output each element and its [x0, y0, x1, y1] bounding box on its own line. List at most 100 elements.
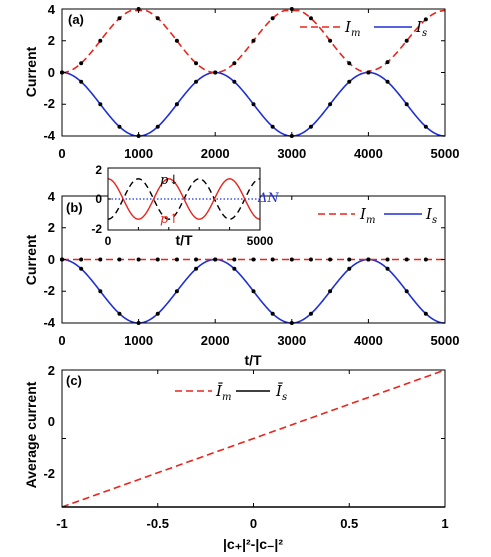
data-point-is [213, 70, 218, 75]
data-point-is [328, 289, 333, 294]
data-point-is [98, 289, 103, 294]
inset-ytick-label: -2 [91, 222, 102, 236]
data-point-im [232, 257, 237, 262]
panel-a-ytick-label: 2 [48, 33, 55, 48]
inset-line-p-up [107, 178, 261, 220]
panel-b-legend: Im Is [318, 205, 437, 226]
panel-b-ytick-label: 4 [48, 189, 56, 204]
data-point-is [385, 79, 390, 84]
panel-b-label: (b) [66, 200, 83, 215]
panel-b: 0 1000 2000 3000 4000 5000 -4 -2 0 2 4 C… [23, 163, 459, 368]
inset-xtick-label: 5000 [247, 234, 274, 248]
data-point-im [98, 257, 103, 262]
data-point-is [270, 311, 275, 316]
panel-c-xlabel: |c₊|²-|c₋|² [223, 536, 283, 552]
inset-ytick-label: 0 [95, 192, 102, 206]
data-point-is [308, 124, 313, 129]
panel-b-xtick-label: 2000 [201, 333, 230, 348]
panel-c-xtick-label: 0 [250, 516, 257, 531]
legend-label-im: Im [344, 18, 360, 39]
data-point-is [328, 102, 333, 107]
data-point-is [213, 257, 218, 262]
panel-a-series-layer [60, 7, 446, 138]
data-point-im [308, 16, 313, 21]
legend-label-is: Is [425, 205, 437, 226]
data-point-im [174, 38, 179, 43]
data-point-im [423, 17, 428, 22]
panel-a: 0 1000 2000 3000 4000 5000 -4 -2 0 2 4 C… [23, 2, 459, 161]
data-point-is [79, 266, 84, 271]
data-point-is [423, 124, 428, 129]
data-point-is [270, 124, 275, 129]
data-point-im [79, 257, 84, 262]
panel-c-xtick-label: -0.5 [147, 516, 169, 531]
panel-a-xtick-label: 3000 [277, 146, 306, 161]
data-point-im [404, 38, 409, 43]
inset-annotation-delta-n: ΔN [257, 191, 279, 206]
data-point-is [423, 311, 428, 316]
data-point-is [308, 311, 313, 316]
data-point-is [194, 79, 199, 84]
panel-c-label: (c) [66, 373, 82, 388]
panel-b-ylabel: Current [23, 234, 39, 285]
legend-label-im: Im [359, 205, 375, 226]
data-point-im [270, 257, 275, 262]
series-line-im-avg [61, 369, 446, 508]
data-point-im [328, 38, 333, 43]
data-point-is [347, 79, 352, 84]
inset-annotation-p-down: p↓ [160, 173, 179, 188]
panel-b-ytick-label: 0 [48, 252, 55, 267]
data-point-im [270, 16, 275, 21]
data-point-im [79, 61, 84, 66]
panel-c-ytick-label: 2 [48, 363, 55, 378]
panel-c-ytick-label: -2 [43, 466, 55, 481]
data-point-im [155, 257, 160, 262]
data-point-is [155, 311, 160, 316]
data-point-is [194, 266, 199, 271]
panel-a-ticks-layer [61, 8, 446, 137]
panel-b-xtick-label: 5000 [431, 333, 460, 348]
legend-label-is-avg: Īs [275, 382, 287, 403]
panel-c-ylabel: Average current [23, 381, 39, 488]
data-point-im [385, 60, 390, 65]
panel-c-xtick-label: -1 [56, 516, 68, 531]
data-point-im [155, 16, 160, 21]
legend-label-im-avg: Īm [215, 382, 231, 403]
panel-b-xtick-label: 3000 [277, 333, 306, 348]
data-point-im [117, 16, 122, 21]
panel-a-ytick-label: 4 [48, 2, 56, 17]
panel-c-xtick-label: 1 [441, 516, 448, 531]
data-point-im [98, 38, 103, 43]
data-point-im [347, 257, 352, 262]
inset-ytick-label: 2 [95, 163, 102, 177]
data-point-im [251, 257, 256, 262]
data-point-im [308, 257, 313, 262]
panel-a-ytick-label: -4 [43, 128, 55, 143]
panel-a-legend: Im Is [300, 18, 427, 39]
panel-a-xtick-label: 5000 [431, 146, 460, 161]
panel-b-xtick-label: 4000 [354, 333, 383, 348]
data-point-im [194, 257, 199, 262]
data-point-im [404, 257, 409, 262]
data-point-is [366, 70, 371, 75]
inset-axes-frame [107, 167, 261, 231]
panel-c-legend: Īm Īs [175, 382, 287, 403]
data-point-im [136, 257, 141, 262]
panel-b-ytick-label: 2 [48, 220, 55, 235]
inset-xlabel: t/T [175, 232, 193, 248]
panel-a-xtick-label: 0 [58, 146, 65, 161]
panel-a-axes-frame [61, 8, 446, 137]
panel-a-xtick-label: 2000 [201, 146, 230, 161]
data-point-im [232, 61, 237, 66]
panel-c: -1 -0.5 0 0.5 1 -2 0 2 Average current |… [23, 363, 449, 552]
data-point-is [155, 124, 160, 129]
data-point-is [232, 79, 237, 84]
data-point-im [289, 257, 294, 262]
data-point-is [174, 289, 179, 294]
data-point-im [423, 257, 428, 262]
data-point-is [232, 266, 237, 271]
panel-b-xtick-label: 1000 [124, 333, 153, 348]
panel-b-xlabel: t/T [244, 352, 262, 368]
data-point-im [194, 61, 199, 66]
